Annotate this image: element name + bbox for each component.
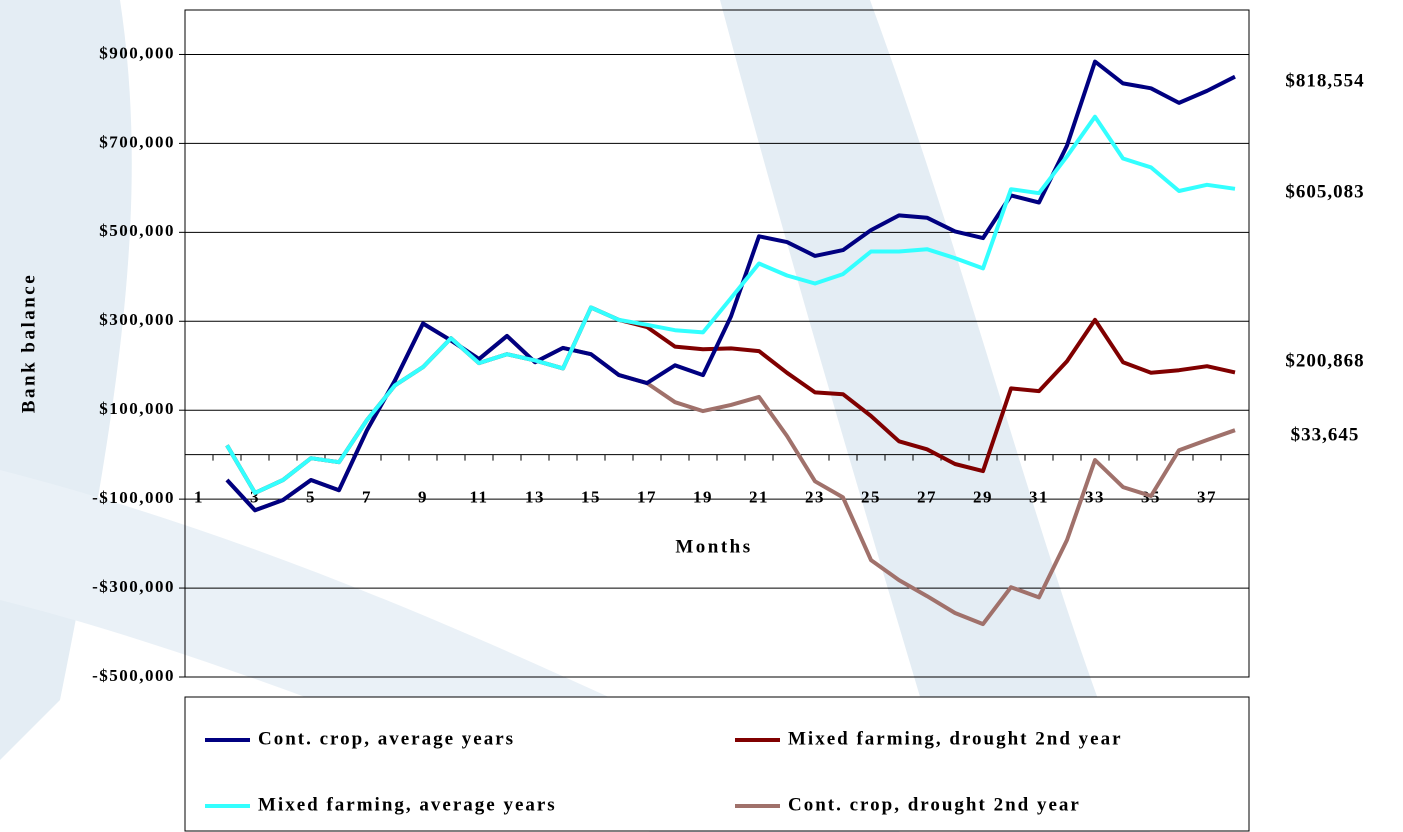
legend-label: Cont. crop, drought 2nd year <box>788 794 1081 815</box>
legend: Cont. crop, average years Mixed farming, … <box>205 728 1123 815</box>
x-tick-label: 19 <box>693 488 713 507</box>
x-tick-label: 29 <box>973 488 993 507</box>
x-tick-label: 9 <box>418 488 428 507</box>
x-tick-label: 33 <box>1085 488 1105 507</box>
x-tick-label: 15 <box>581 488 601 507</box>
x-tick-label: 5 <box>306 488 316 507</box>
legend-label: Cont. crop, average years <box>258 728 515 749</box>
x-tick-label: 37 <box>1197 488 1217 507</box>
grid: -$500,000 -$300,000 -$100,000 $100,000 $300,… <box>92 43 1249 685</box>
y-tick-label: $900,000 <box>99 43 175 62</box>
annotations: $818,554 $605,083 $200,868 $33,645 <box>1285 70 1364 445</box>
x-tick-label: 25 <box>861 488 881 507</box>
y-tick-label: $100,000 <box>99 399 175 418</box>
x-tick-label: 17 <box>637 488 657 507</box>
x-tick-label: 11 <box>469 488 488 507</box>
y-tick-label: -$500,000 <box>92 666 175 685</box>
x-tick-label: 31 <box>1029 488 1049 507</box>
y-axis-title: Bank balance <box>18 273 39 413</box>
end-value-label: $818,554 <box>1285 70 1364 91</box>
legend-box <box>184 696 1250 832</box>
x-tick-label: 23 <box>805 488 825 507</box>
y-tick-label: -$300,000 <box>92 577 175 596</box>
x-tick-label: 13 <box>525 488 545 507</box>
series-line <box>225 321 1236 627</box>
lines <box>225 59 1236 627</box>
end-value-label: $605,083 <box>1285 181 1364 202</box>
x-tick-label: 1 <box>194 488 204 507</box>
x-axis-title: Months <box>675 536 752 557</box>
end-value-label: $33,645 <box>1291 424 1360 445</box>
y-tick-label: $500,000 <box>99 221 175 240</box>
x-tick-label: 21 <box>749 488 769 507</box>
y-tick-label: $300,000 <box>99 310 175 329</box>
series-line <box>225 114 1236 495</box>
y-tick-label: -$100,000 <box>92 488 175 507</box>
y-tick-label: $700,000 <box>99 132 175 151</box>
legend-label: Mixed farming, drought 2nd year <box>788 728 1123 749</box>
end-value-label: $200,868 <box>1285 350 1364 371</box>
x-tick-label: 27 <box>917 488 937 507</box>
series-line <box>225 305 1236 495</box>
legend-label: Mixed farming, average years <box>258 794 557 815</box>
x-tick-label: 7 <box>362 488 372 507</box>
x-tick-label: 3 <box>250 488 260 507</box>
watermark-shape <box>720 0 1150 832</box>
series-line <box>225 59 1236 513</box>
